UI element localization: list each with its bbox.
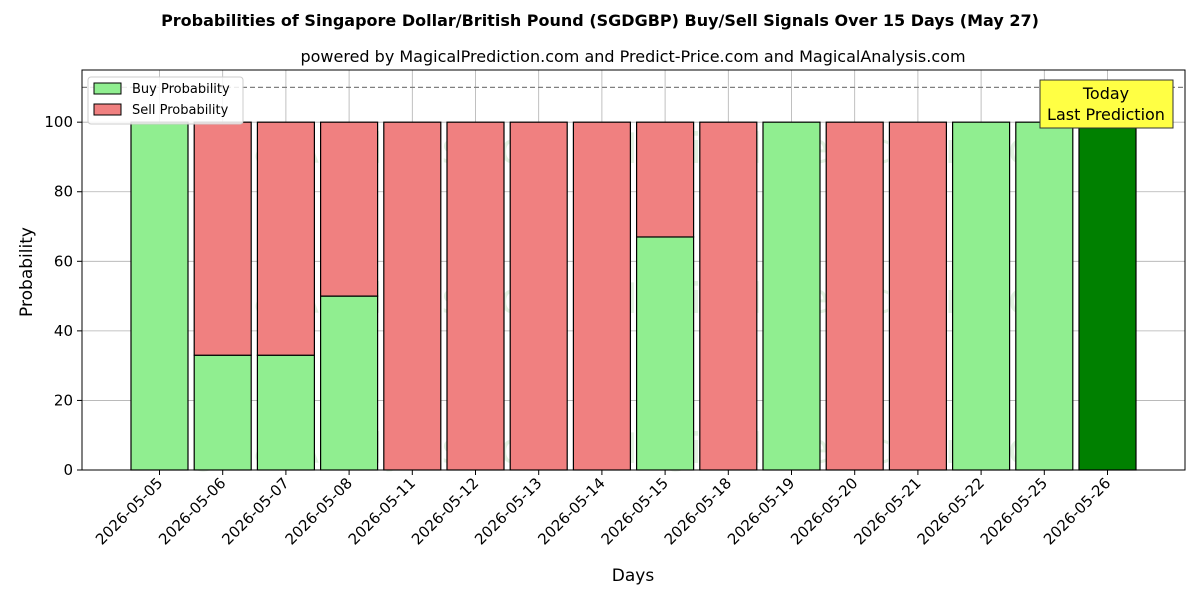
legend-label: Sell Probability bbox=[132, 103, 229, 118]
sell-bar bbox=[888, 121, 948, 471]
today-annotation: Today Last Prediction bbox=[1039, 79, 1174, 129]
legend-swatch bbox=[93, 103, 122, 116]
legend: Buy Probability Sell Probability bbox=[87, 76, 244, 125]
chart-title: Probabilities of Singapore Dollar/Britis… bbox=[161, 11, 1039, 30]
sell-bar bbox=[509, 121, 568, 471]
legend-label: Buy Probability bbox=[132, 82, 230, 97]
sell-bar bbox=[320, 121, 379, 297]
buy-bar bbox=[130, 121, 189, 471]
annotation-line-2: Last Prediction bbox=[1047, 105, 1165, 124]
sell-bar bbox=[825, 121, 884, 471]
y-tick-label: 100 bbox=[44, 113, 73, 131]
y-tick-label: 40 bbox=[54, 322, 73, 340]
chart-subtitle: powered by MagicalPrediction.com and Pre… bbox=[300, 47, 965, 66]
y-tick-label: 60 bbox=[54, 252, 73, 270]
sell-bar bbox=[699, 121, 758, 471]
annotation-box bbox=[1039, 79, 1174, 129]
annotation-line-1: Today bbox=[1082, 84, 1129, 103]
y-axis-label: Probability bbox=[17, 227, 37, 317]
sell-bar bbox=[635, 121, 695, 238]
legend-swatch bbox=[93, 82, 122, 95]
buy-bar bbox=[1078, 121, 1137, 471]
buy-bar bbox=[635, 236, 695, 471]
x-axis-label: Days bbox=[612, 566, 655, 586]
buy-bar bbox=[762, 121, 821, 471]
plot-frame bbox=[81, 69, 1186, 471]
sell-bar bbox=[572, 121, 632, 471]
buy-bar bbox=[1015, 121, 1074, 471]
sell-bar bbox=[446, 121, 505, 471]
y-tick-label: 20 bbox=[54, 391, 73, 409]
buy-bar bbox=[320, 295, 379, 471]
buy-bar bbox=[193, 354, 252, 471]
bars-layer bbox=[130, 121, 1137, 471]
sell-bar bbox=[256, 121, 315, 356]
buy-bar bbox=[951, 121, 1011, 471]
legend-box bbox=[87, 76, 244, 125]
y-tick-label: 80 bbox=[54, 183, 73, 201]
buy-bar bbox=[256, 354, 315, 471]
sell-bar bbox=[193, 121, 252, 356]
sell-bar bbox=[383, 121, 442, 471]
y-tick-label: 0 bbox=[63, 461, 73, 479]
